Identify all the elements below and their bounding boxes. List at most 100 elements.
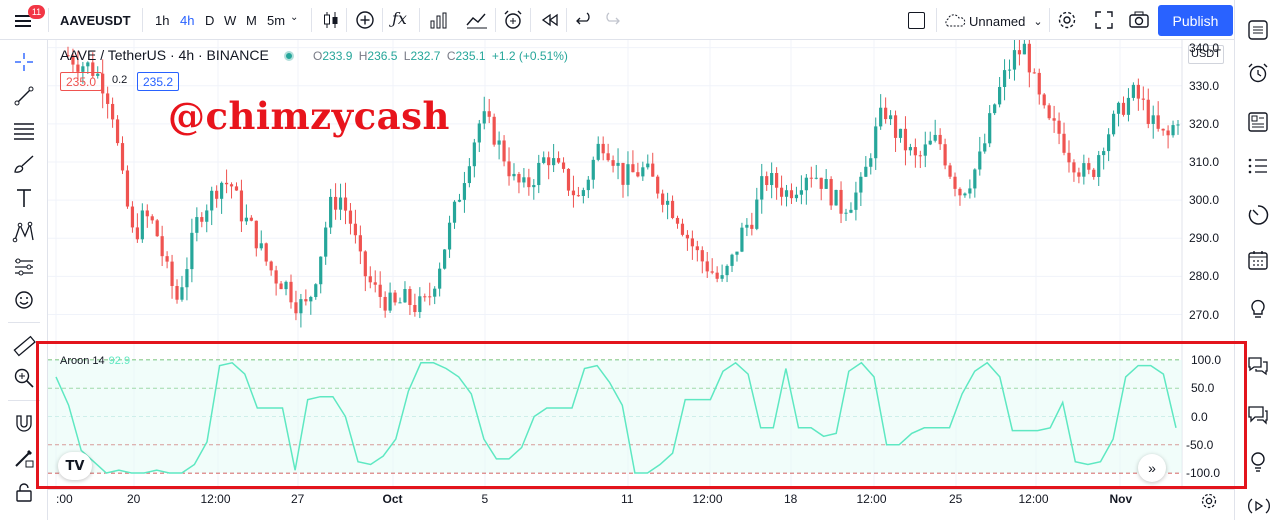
candle — [641, 161, 645, 181]
chart-settings-button[interactable] — [1199, 491, 1219, 511]
aroon-tick: -100.0 — [1186, 466, 1221, 480]
candle — [428, 282, 432, 306]
streams-button[interactable] — [1244, 400, 1272, 428]
magnet-tool[interactable] — [10, 410, 38, 438]
alert-button[interactable] — [502, 9, 524, 31]
fib-tool[interactable] — [10, 116, 38, 144]
pattern-tool[interactable] — [10, 218, 38, 246]
crosshair-tool[interactable] — [10, 48, 38, 76]
financials-button[interactable] — [465, 9, 489, 31]
chart-type-button[interactable] — [320, 9, 342, 31]
ask-price[interactable]: 235.2 — [137, 72, 180, 91]
publish-button[interactable]: Publish — [1158, 5, 1233, 36]
text-tool[interactable] — [10, 184, 38, 212]
scroll-to-realtime-button[interactable]: » — [1138, 454, 1166, 482]
aroon-legend[interactable]: Aroon 14 92.9 — [60, 355, 130, 367]
snapshot-button[interactable] — [1128, 9, 1150, 31]
broadcast-button[interactable] — [1244, 492, 1272, 520]
layout-menu[interactable]: Unnamed ⌄ — [942, 10, 1047, 32]
fullscreen-button[interactable] — [1093, 9, 1115, 31]
chats-button[interactable] — [1244, 352, 1272, 380]
candle — [229, 182, 234, 199]
symbol-search[interactable]: AAVEUSDT — [60, 13, 131, 28]
undo-button[interactable] — [574, 9, 596, 31]
candle — [1092, 167, 1096, 180]
stay-drawing-tool[interactable] — [10, 444, 38, 472]
tradingview-logo[interactable]: 𝗧𝗩 — [58, 452, 92, 480]
chevron-down-icon: ⌄ — [290, 12, 299, 23]
candle — [735, 251, 739, 262]
candle — [383, 291, 387, 318]
candle — [1002, 59, 1007, 101]
candle — [750, 212, 754, 236]
currency-label[interactable]: USDT — [1188, 45, 1224, 64]
candle — [190, 218, 194, 283]
candle — [358, 225, 362, 265]
calendar-button[interactable] — [1244, 246, 1272, 274]
candle — [1161, 128, 1165, 136]
candle — [933, 119, 937, 143]
magnet-icon — [16, 415, 32, 432]
candle — [205, 204, 209, 233]
prediction-tool[interactable] — [10, 252, 38, 280]
candle — [606, 143, 610, 162]
candle — [819, 177, 823, 201]
candle — [581, 187, 585, 204]
candle — [532, 179, 536, 200]
brush-tool[interactable] — [10, 150, 38, 178]
candle — [859, 172, 863, 207]
candle — [497, 131, 501, 160]
candle — [646, 154, 650, 170]
aroon-tick: 50.0 — [1191, 381, 1215, 396]
candle — [978, 136, 982, 176]
watchlist-button[interactable] — [1244, 16, 1272, 44]
time-tick: 11 — [621, 492, 634, 506]
candle — [576, 186, 581, 197]
alarm-clock-plus-icon — [504, 10, 522, 29]
measure-tool[interactable] — [10, 332, 38, 360]
chat-icon — [1248, 357, 1268, 376]
interval-d[interactable]: D — [205, 13, 215, 28]
market-timer-button[interactable] — [1244, 201, 1272, 229]
alerts-button[interactable] — [1244, 59, 1272, 87]
candle — [348, 203, 353, 235]
interval-m[interactable]: M — [246, 13, 257, 28]
candle — [517, 171, 521, 194]
interval-w[interactable]: W — [224, 13, 237, 28]
help-button[interactable] — [1244, 447, 1272, 475]
candle — [874, 117, 878, 170]
candle — [710, 258, 714, 275]
chart-legend-title[interactable]: AAVE / TetherUS · 4h · BINANCE — [60, 47, 269, 63]
interval-5m[interactable]: 5m — [267, 13, 286, 28]
menu-button[interactable] — [12, 10, 34, 30]
hotlist-button[interactable] — [1244, 152, 1272, 180]
ideas-button[interactable] — [1244, 294, 1272, 322]
icons-tool[interactable] — [10, 286, 38, 314]
zoom-tool[interactable] — [10, 364, 38, 392]
price-chart[interactable] — [48, 40, 1234, 510]
indicators-button[interactable]: ƒx — [392, 9, 414, 31]
templates-button[interactable] — [428, 9, 450, 31]
candle — [690, 230, 694, 260]
lock-drawings-tool[interactable] — [10, 478, 38, 506]
interval-dropdown[interactable]: ⌄ — [290, 12, 298, 23]
candle — [621, 162, 625, 198]
interval-4h[interactable]: 4h — [180, 13, 195, 28]
settings-button[interactable] — [1056, 9, 1078, 31]
redo-button[interactable] — [600, 9, 622, 31]
select-checkbox[interactable] — [908, 12, 925, 29]
fullscreen-icon — [1095, 11, 1113, 29]
bid-price[interactable]: 235.0 — [60, 72, 103, 91]
candle — [869, 153, 873, 175]
data-window-button[interactable] — [1244, 108, 1272, 136]
interval-1h[interactable]: 1h — [155, 13, 170, 28]
candle — [527, 168, 531, 196]
trend-line-tool[interactable] — [10, 82, 38, 110]
undo-icon — [576, 12, 590, 25]
candle — [423, 293, 427, 302]
brush-icon — [14, 155, 34, 173]
candle — [338, 183, 343, 221]
compare-button[interactable] — [354, 9, 376, 31]
replay-button[interactable] — [539, 9, 561, 31]
candle — [368, 266, 372, 289]
